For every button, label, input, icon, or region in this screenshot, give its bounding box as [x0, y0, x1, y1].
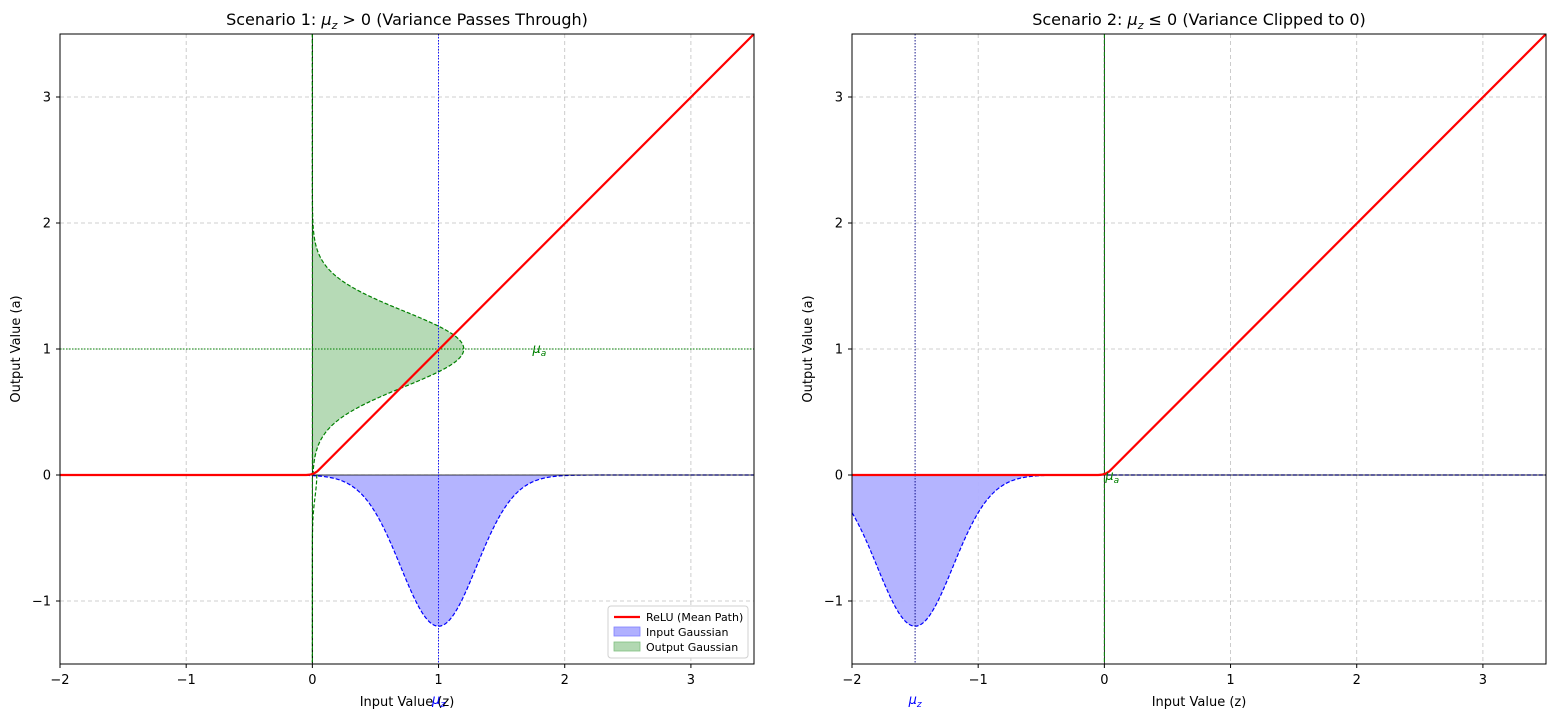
x-tick-label: 0	[308, 673, 316, 688]
plot-area	[60, 34, 754, 664]
chart-panel-2: −2 −1 0 1 2 3 −1 0 1 2 3 Input Value (z) Output Valu…	[801, 10, 1547, 710]
legend-label-input: Input Gaussian	[646, 626, 728, 639]
mu-z-annotation: μz	[908, 693, 922, 710]
x-tick-label: 2	[561, 673, 569, 688]
plot-area	[852, 34, 1546, 664]
chart-title: Scenario 1: μz > 0 (Variance Passes Thro…	[226, 10, 588, 32]
x-axis-label: Input Value (z)	[1152, 695, 1247, 710]
y-axis-label: Output Value (a)	[9, 295, 24, 402]
legend-swatch-input	[613, 626, 641, 637]
input-gaussian-fill	[852, 475, 1546, 627]
y-tick-label: 2	[43, 217, 51, 232]
x-tick-label: −1	[969, 673, 988, 688]
x-tick-label: 3	[687, 673, 695, 688]
y-tick-label: 2	[835, 217, 843, 232]
x-tick-label: 0	[1100, 673, 1108, 688]
mu-z-annotation: μz	[431, 693, 445, 710]
x-tick-label: 2	[1353, 673, 1361, 688]
y-tick-label: −1	[32, 595, 51, 610]
legend-swatch-output	[613, 641, 641, 652]
chart-panel-1: −2 −1 0 1 2 3 −1 0 1 2 3 Input Value (z) Output Valu…	[9, 10, 755, 710]
y-tick-label: 3	[43, 91, 51, 106]
legend-box	[607, 605, 749, 659]
chart-title: Scenario 2: μz ≤ 0 (Variance Clipped to …	[1032, 10, 1366, 32]
x-tick-label: 3	[1479, 673, 1487, 688]
legend-label-output: Output Gaussian	[646, 641, 738, 654]
x-tick-label: −1	[177, 673, 196, 688]
y-tick-label: 0	[835, 469, 843, 484]
x-tick-label: 1	[434, 673, 442, 688]
relu-line	[852, 34, 1546, 477]
y-tick-label: −1	[824, 595, 843, 610]
x-tick-label: −2	[842, 673, 861, 688]
legend-label-relu: ReLU (Mean Path)	[646, 611, 743, 624]
mu-a-annotation: μa	[1104, 469, 1119, 486]
y-tick-label: 1	[43, 343, 51, 358]
x-tick-label: 1	[1226, 673, 1234, 688]
mu-a-annotation: μa	[531, 342, 546, 359]
x-axis-label: Input Value (z)	[360, 695, 455, 710]
output-gaussian-fill	[312, 34, 464, 475]
input-gaussian-fill	[60, 475, 754, 627]
x-tick-label: −2	[50, 673, 69, 688]
y-tick-label: 1	[835, 343, 843, 358]
relu-line	[60, 34, 754, 477]
y-tick-label: 3	[835, 91, 843, 106]
y-tick-label: 0	[43, 469, 51, 484]
y-axis-label: Output Value (a)	[801, 295, 816, 402]
legend: ReLU (Mean Path) Input Gaussian Output Gau…	[607, 605, 749, 659]
